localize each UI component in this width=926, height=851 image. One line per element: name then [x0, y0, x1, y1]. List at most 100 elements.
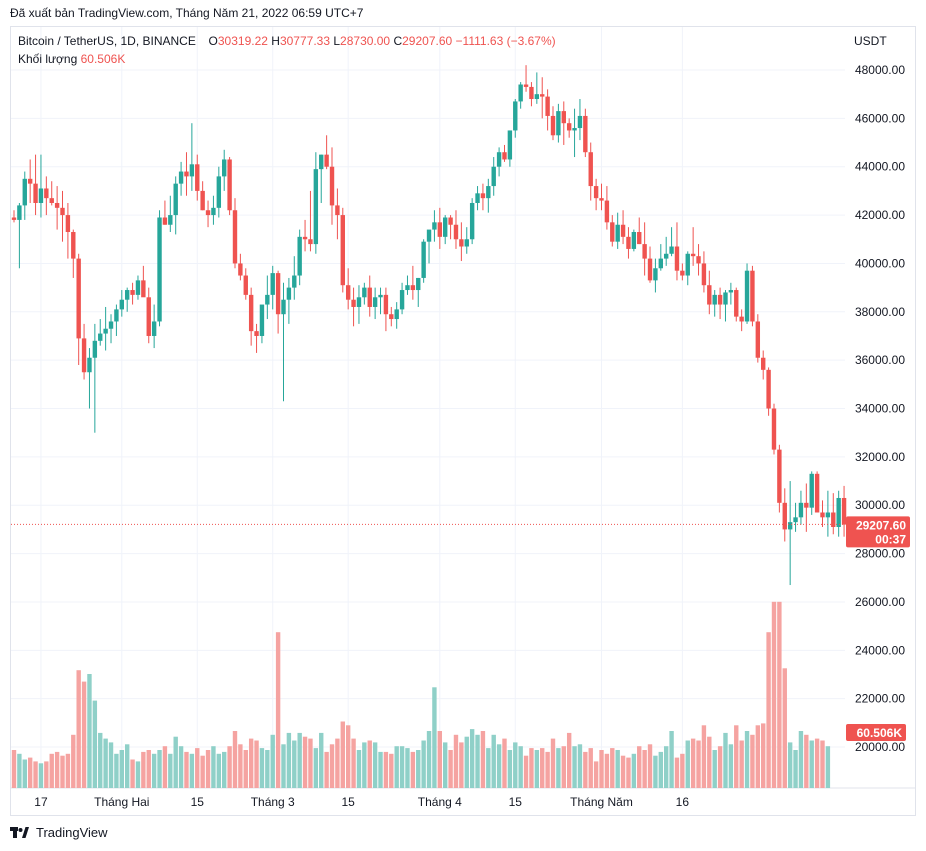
candle-body — [723, 292, 728, 305]
candle-body — [631, 232, 637, 249]
volume-bar — [87, 674, 92, 788]
candle-body — [324, 154, 329, 167]
candle-body — [685, 253, 690, 276]
volume-bar — [340, 721, 345, 788]
legend-volume-label[interactable]: Khối lượng — [18, 52, 78, 66]
volume-bar — [707, 736, 712, 788]
volume-bar — [669, 731, 674, 788]
volume-bar — [351, 738, 356, 788]
volume-bar — [71, 734, 76, 788]
volume-bar — [464, 736, 469, 788]
candle-body — [103, 328, 108, 334]
volume-bar — [151, 753, 157, 788]
volume-bar — [496, 744, 502, 788]
volume-bar — [615, 750, 620, 788]
candle-body — [98, 333, 103, 341]
candle-body — [658, 258, 663, 269]
candle-body — [227, 159, 232, 211]
candle-body — [54, 202, 60, 208]
volume-bar — [378, 751, 383, 788]
volume-bar — [216, 753, 222, 788]
currency-label: USDT — [854, 34, 887, 48]
candle-body — [60, 207, 65, 216]
volume-bar — [292, 740, 297, 788]
tradingview-footer[interactable]: TradingView — [10, 825, 108, 840]
volume-bar — [416, 750, 421, 788]
volume-bar — [443, 742, 448, 788]
volume-bar — [281, 744, 286, 788]
volume-bar — [178, 746, 184, 788]
chart-panel[interactable] — [10, 26, 916, 816]
candle-body — [362, 287, 367, 298]
candle-body — [809, 473, 814, 508]
time-tick-label: Tháng 4 — [418, 795, 462, 809]
legend-ohlc-row: Bitcoin / TetherUS, 1D, BINANCE O30319.2… — [18, 34, 556, 48]
volume-bar — [356, 750, 362, 788]
candle-body — [480, 193, 486, 199]
volume-bar — [22, 759, 27, 788]
candle-body — [491, 166, 496, 187]
candle-body — [448, 217, 453, 225]
candle-body — [297, 236, 302, 276]
volume-bar — [399, 746, 405, 788]
volume-bar — [610, 748, 615, 788]
volume-bar — [168, 753, 173, 788]
candle-body — [566, 123, 572, 131]
volume-bar — [49, 753, 54, 788]
volume-bar — [130, 759, 135, 788]
candle-body — [389, 314, 394, 320]
candle-body — [151, 321, 157, 336]
volume-bar — [523, 755, 529, 788]
candle-body — [469, 202, 475, 240]
candle-body — [248, 294, 254, 332]
candle-body — [712, 294, 717, 305]
volume-bar — [507, 750, 513, 788]
candle-body — [696, 256, 701, 264]
volume-bar — [141, 751, 146, 788]
volume-bar — [394, 746, 399, 788]
volume-bar — [540, 748, 545, 788]
volume-bar — [297, 732, 302, 788]
volume-bar — [744, 731, 750, 788]
volume-bar — [432, 687, 437, 788]
volume-bar — [195, 748, 200, 788]
candle-body — [114, 309, 119, 322]
volume-bar — [755, 725, 761, 788]
volume-bar — [777, 601, 782, 788]
volume-bar — [766, 632, 771, 788]
volume-bar — [502, 738, 507, 788]
candle-body — [168, 215, 173, 225]
price-tick-label: 42000.00 — [855, 208, 905, 222]
candle-body — [33, 183, 38, 203]
legend-symbol[interactable]: Bitcoin / TetherUS, 1D, BINANCE — [18, 34, 196, 48]
candle-body — [286, 287, 292, 300]
candle-body — [841, 497, 847, 525]
candle-body — [615, 224, 620, 242]
volume-bar — [308, 738, 313, 788]
candle-body — [222, 159, 227, 177]
candle-body — [701, 263, 707, 286]
last-volume-value: 60.506K — [857, 726, 903, 740]
legend-open-label: O — [208, 34, 218, 48]
volume-bar — [319, 732, 324, 788]
volume-bar — [27, 757, 33, 788]
candle-body — [11, 217, 17, 220]
volume-bar — [642, 750, 647, 788]
candle-body — [254, 331, 259, 336]
volume-bar — [162, 746, 168, 788]
time-tick-label: Tháng Năm — [570, 795, 633, 809]
volume-bar — [690, 738, 696, 788]
volume-bar — [453, 734, 459, 788]
candle-body — [513, 101, 518, 131]
candle-body — [275, 273, 281, 315]
volume-bar — [189, 753, 195, 788]
volume-bar — [647, 744, 653, 788]
candle-body — [356, 297, 362, 307]
candle-body — [211, 207, 216, 216]
candle-body — [717, 294, 723, 305]
volume-bar — [593, 761, 599, 788]
volume-bar — [11, 750, 17, 788]
candle-body — [232, 210, 238, 264]
candle-body — [205, 210, 211, 216]
